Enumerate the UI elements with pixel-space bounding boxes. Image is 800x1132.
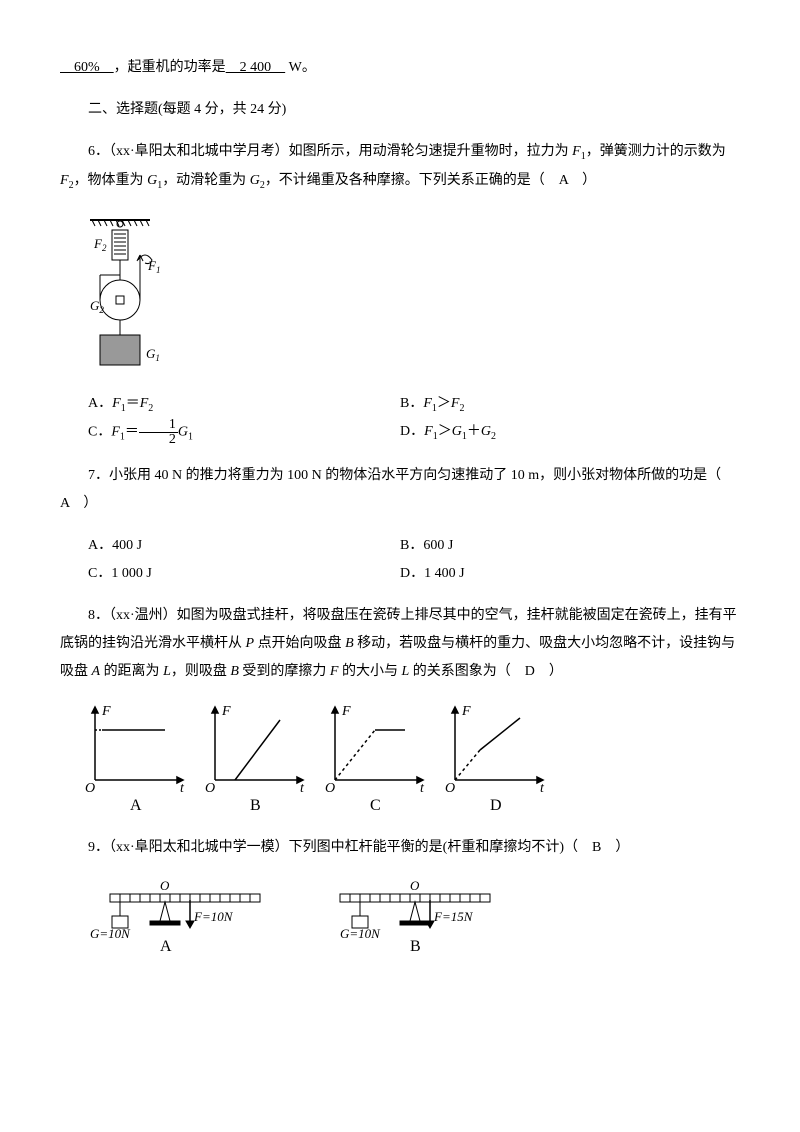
svg-text:F: F [341,704,351,719]
q8: 8．（xx·温州）如图为吸盘式挂杆，将吸盘压在瓷砖上排尽其中的空气，挂杆就能被固… [60,602,740,686]
svg-text:G=10N: G=10N [340,926,381,941]
svg-text:F=10N: F=10N [193,909,234,924]
svg-text:F2: F2 [93,236,107,253]
q7-opts-r1: A．400 JB．600 J [60,532,740,560]
svg-text:O: O [205,781,215,796]
svg-text:F: F [221,704,231,719]
svg-text:A: A [130,797,142,814]
svg-text:G1: G1 [146,346,160,363]
svg-text:O: O [325,781,335,796]
svg-text:F: F [101,704,111,719]
svg-text:D: D [490,797,502,814]
q6-opts-row1: A．F1＝F2 B．F1＞F2 [60,390,740,419]
q7: 7．小张用 40 N 的推力将重力为 100 N 的物体沿水平方向匀速推动了 1… [60,462,740,518]
svg-text:B: B [410,938,421,955]
svg-text:O: O [410,878,420,893]
svg-text:G=10N: G=10N [90,926,131,941]
svg-text:G2: G2 [90,298,104,315]
q9: 9．（xx·阜阳太和北城中学一模）下列图中杠杆能平衡的是(杆重和摩擦均不计)（ … [60,834,740,862]
q6: 6．（xx·阜阳太和北城中学月考）如图所示，用动滑轮匀速提升重物时，拉力为 F1… [60,138,740,196]
svg-text:O: O [160,878,170,893]
svg-text:O: O [85,781,95,796]
svg-text:B: B [250,797,261,814]
section-2: 二、选择题(每题 4 分，共 24 分) [60,96,740,124]
svg-text:F: F [461,704,471,719]
fig-q9: O G=10N F=10N A O G=10N F=15N B [60,876,740,976]
svg-text:t: t [540,781,545,796]
svg-text:t: t [180,781,185,796]
svg-text:A: A [160,938,172,955]
svg-text:F=15N: F=15N [433,909,474,924]
svg-text:t: t [300,781,305,796]
svg-text:C: C [370,797,381,814]
fig-q6: F2 F1 G2 G1 [60,210,740,390]
line1: 60% ，起重机的功率是 2 400 W。 [60,54,740,82]
q6-opts-row2: C．F1＝12G1 D．F1＞G1＋G2 [60,418,740,448]
svg-text:t: t [420,781,425,796]
svg-text:F1: F1 [147,258,160,275]
svg-text:O: O [445,781,455,796]
q7-opts-r2: C．1 000 JD．1 400 J [60,560,740,588]
fig-q8-graphs: Ft O A Ft O B Ft O C Ft O D [60,700,740,820]
